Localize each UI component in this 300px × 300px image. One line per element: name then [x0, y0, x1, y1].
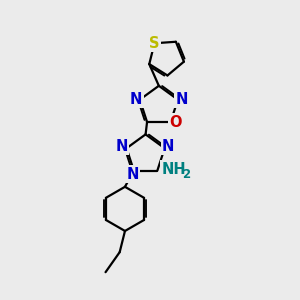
Text: N: N [130, 92, 142, 107]
Text: N: N [126, 167, 139, 182]
Text: N: N [175, 92, 188, 107]
Text: O: O [169, 115, 181, 130]
Text: S: S [149, 36, 160, 51]
Text: 2: 2 [182, 168, 190, 181]
Text: N: N [116, 139, 128, 154]
Text: NH: NH [161, 162, 186, 177]
Text: N: N [162, 139, 174, 154]
